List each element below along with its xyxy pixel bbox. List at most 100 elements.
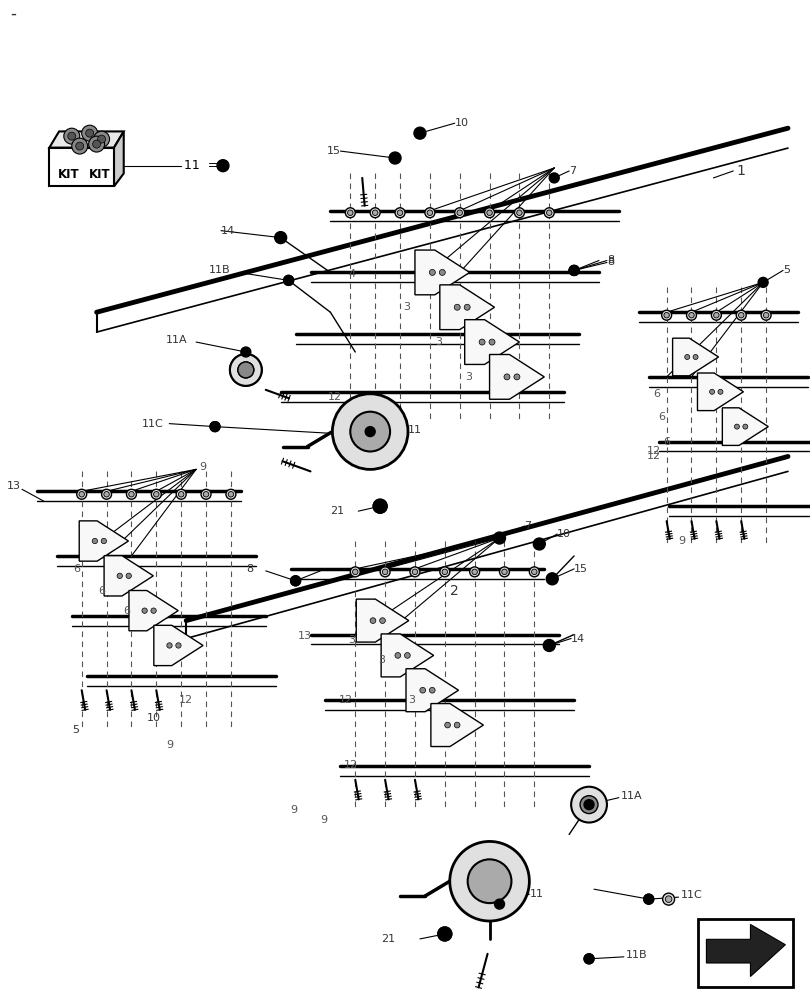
Text: 7: 7 xyxy=(524,521,531,531)
Text: 7: 7 xyxy=(569,166,576,176)
Circle shape xyxy=(453,722,459,728)
Circle shape xyxy=(437,927,451,941)
Text: 9: 9 xyxy=(320,815,327,825)
Text: 6: 6 xyxy=(98,586,105,596)
Polygon shape xyxy=(722,408,767,445)
Text: 12: 12 xyxy=(327,392,341,402)
Circle shape xyxy=(395,208,405,218)
Text: 10: 10 xyxy=(556,529,570,539)
Circle shape xyxy=(217,160,229,172)
Circle shape xyxy=(283,275,294,285)
Text: 9: 9 xyxy=(678,536,684,546)
Circle shape xyxy=(449,841,529,921)
Circle shape xyxy=(454,208,464,218)
Polygon shape xyxy=(153,625,203,666)
Circle shape xyxy=(662,893,674,905)
Circle shape xyxy=(469,567,479,577)
Circle shape xyxy=(484,208,494,218)
Circle shape xyxy=(457,210,462,215)
Polygon shape xyxy=(440,285,494,330)
Circle shape xyxy=(75,142,84,150)
Text: 12: 12 xyxy=(344,760,358,770)
Polygon shape xyxy=(706,924,784,977)
Text: KIT: KIT xyxy=(58,168,79,181)
Text: 11B: 11B xyxy=(208,265,230,275)
Text: 12: 12 xyxy=(646,451,660,461)
Circle shape xyxy=(424,208,435,218)
Circle shape xyxy=(440,567,449,577)
Circle shape xyxy=(412,569,417,575)
Circle shape xyxy=(546,210,551,215)
Text: 14: 14 xyxy=(570,634,585,644)
Text: 9: 9 xyxy=(166,740,174,750)
Polygon shape xyxy=(414,250,469,295)
Circle shape xyxy=(153,492,159,497)
Circle shape xyxy=(388,152,401,164)
Circle shape xyxy=(373,499,387,513)
Text: 3: 3 xyxy=(402,302,410,312)
Text: 8: 8 xyxy=(606,255,613,265)
Circle shape xyxy=(688,312,693,318)
Text: 3: 3 xyxy=(464,372,471,382)
Circle shape xyxy=(543,208,554,218)
Circle shape xyxy=(684,354,689,359)
Circle shape xyxy=(67,132,75,140)
Polygon shape xyxy=(464,320,519,364)
Circle shape xyxy=(453,304,460,310)
Circle shape xyxy=(129,492,134,497)
Circle shape xyxy=(370,208,380,218)
Circle shape xyxy=(64,128,79,144)
Text: 15: 15 xyxy=(326,146,340,156)
Text: 10: 10 xyxy=(146,713,160,723)
Circle shape xyxy=(693,354,697,359)
Circle shape xyxy=(439,269,444,275)
Circle shape xyxy=(350,567,360,577)
Circle shape xyxy=(71,138,88,154)
Circle shape xyxy=(86,129,93,137)
Circle shape xyxy=(487,210,491,215)
Circle shape xyxy=(397,210,402,215)
Text: 11A: 11A xyxy=(620,791,642,801)
Circle shape xyxy=(427,210,432,215)
Circle shape xyxy=(228,492,234,497)
Circle shape xyxy=(717,389,722,394)
Polygon shape xyxy=(49,131,123,148)
Circle shape xyxy=(441,569,447,575)
Circle shape xyxy=(380,618,385,623)
Circle shape xyxy=(742,424,747,429)
Circle shape xyxy=(283,275,294,285)
Circle shape xyxy=(104,492,109,497)
Circle shape xyxy=(494,533,504,543)
Circle shape xyxy=(97,135,105,143)
Circle shape xyxy=(569,265,578,275)
Text: 6: 6 xyxy=(658,412,665,422)
Text: 3: 3 xyxy=(407,695,414,705)
Circle shape xyxy=(579,796,597,814)
Text: 3: 3 xyxy=(435,337,441,347)
Circle shape xyxy=(548,173,559,183)
Circle shape xyxy=(238,362,254,378)
Circle shape xyxy=(404,653,410,658)
Text: 10: 10 xyxy=(454,118,468,128)
Text: 11C: 11C xyxy=(680,890,702,900)
Circle shape xyxy=(76,489,87,499)
Circle shape xyxy=(713,312,719,318)
Text: 9: 9 xyxy=(290,805,298,815)
Circle shape xyxy=(478,339,484,345)
Text: 5: 5 xyxy=(782,265,789,275)
Circle shape xyxy=(501,569,507,575)
Circle shape xyxy=(345,208,355,218)
Text: KIT: KIT xyxy=(89,168,110,181)
Circle shape xyxy=(533,538,545,550)
Circle shape xyxy=(570,787,606,823)
Circle shape xyxy=(710,310,720,320)
Polygon shape xyxy=(672,338,718,376)
Circle shape xyxy=(414,128,424,138)
Polygon shape xyxy=(431,704,483,747)
Circle shape xyxy=(151,489,161,499)
Circle shape xyxy=(142,608,147,613)
Text: 2: 2 xyxy=(449,584,458,598)
Circle shape xyxy=(760,310,770,320)
Circle shape xyxy=(757,277,767,287)
Circle shape xyxy=(293,578,298,584)
